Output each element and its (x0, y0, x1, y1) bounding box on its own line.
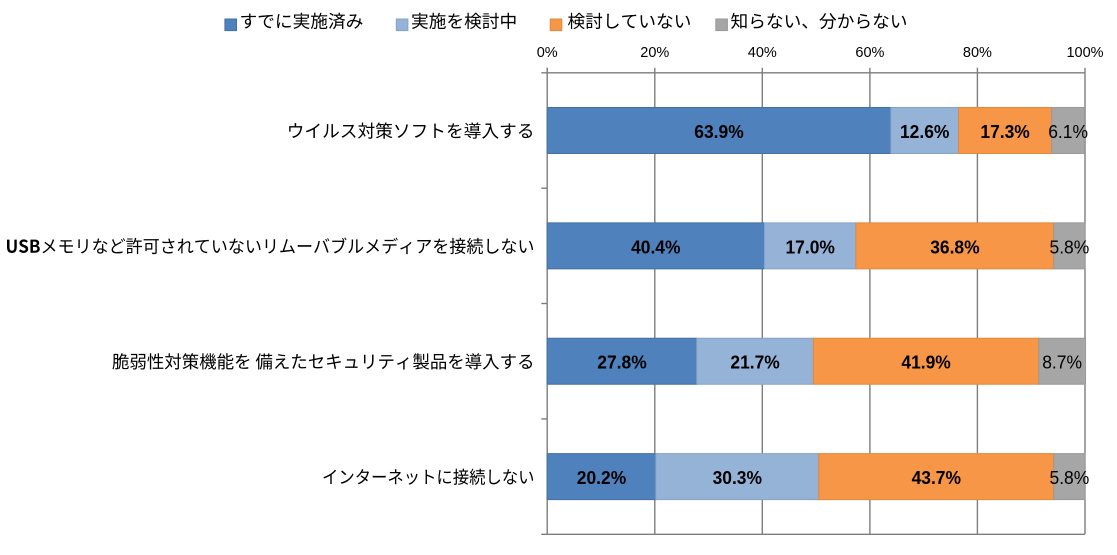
svg-text:17.3%: 17.3% (980, 121, 1030, 142)
svg-text:0%: 0% (537, 45, 558, 61)
svg-text:36.8%: 36.8% (930, 236, 980, 257)
svg-text:40%: 40% (748, 45, 777, 61)
svg-text:17.0%: 17.0% (786, 236, 836, 257)
svg-text:60%: 60% (855, 45, 884, 61)
svg-text:40.4%: 40.4% (631, 236, 681, 257)
svg-text:27.8%: 27.8% (597, 352, 647, 373)
svg-text:8.7%: 8.7% (1042, 352, 1082, 373)
svg-text:6.1%: 6.1% (1048, 121, 1088, 142)
svg-text:12.6%: 12.6% (900, 121, 950, 142)
svg-text:41.9%: 41.9% (901, 352, 951, 373)
svg-text:20.2%: 20.2% (577, 467, 627, 488)
svg-text:80%: 80% (963, 45, 992, 61)
svg-text:5.8%: 5.8% (1050, 467, 1090, 488)
svg-text:43.7%: 43.7% (912, 467, 962, 488)
svg-text:100%: 100% (1066, 45, 1103, 61)
svg-text:20%: 20% (640, 45, 669, 61)
svg-text:30.3%: 30.3% (713, 467, 763, 488)
svg-text:63.9%: 63.9% (694, 121, 744, 142)
svg-text:21.7%: 21.7% (730, 352, 780, 373)
svg-text:5.8%: 5.8% (1050, 236, 1090, 257)
